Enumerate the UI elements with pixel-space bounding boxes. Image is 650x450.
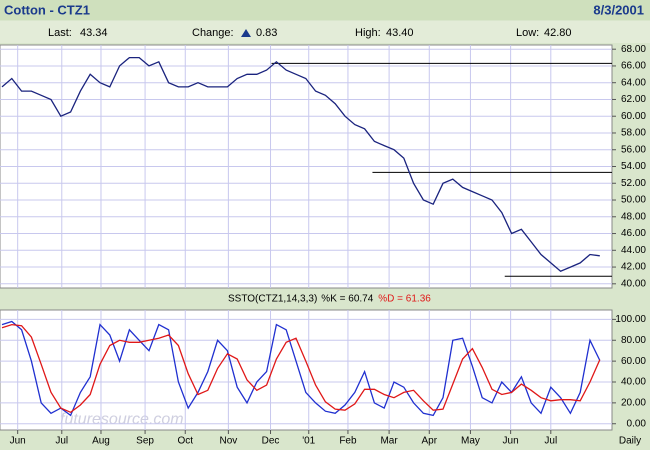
low-value: 42.80 xyxy=(544,27,572,39)
y-tick-label: 56.00 xyxy=(621,144,646,155)
x-tick-label: Sep xyxy=(136,436,154,447)
title-bar xyxy=(0,0,650,20)
quote-bar xyxy=(0,21,650,43)
data-line xyxy=(1,323,601,414)
stoch-title: SSTO(CTZ1,14,3,3) xyxy=(228,294,317,305)
y-tick-label: 48.00 xyxy=(621,211,646,222)
y-tick-label: 64.00 xyxy=(621,77,646,88)
x-tick-label: Jun xyxy=(503,436,519,447)
date: 8/3/2001 xyxy=(593,2,644,17)
y-tick-label: 40.00 xyxy=(621,377,646,388)
last-value: 43.34 xyxy=(80,27,108,39)
y-tick-label: 20.00 xyxy=(621,398,646,409)
y-tick-label: 60.00 xyxy=(621,111,646,122)
x-tick-label: Jul xyxy=(544,436,557,447)
stoch-panel xyxy=(0,309,613,431)
x-tick-label: Mar xyxy=(380,436,398,447)
up-arrow xyxy=(241,29,251,37)
high-value: 43.40 xyxy=(386,27,414,39)
y-tick-label: 66.00 xyxy=(621,61,646,72)
x-tick-label: Dec xyxy=(262,436,280,447)
x-tick-label: '01 xyxy=(302,436,315,447)
watermark: futuresource.com xyxy=(60,411,184,428)
x-tick-label: May xyxy=(461,436,480,447)
x-tick-label: Feb xyxy=(339,436,357,447)
data-line xyxy=(1,320,601,417)
y-tick-label: 42.00 xyxy=(621,262,646,273)
stoch-bar xyxy=(0,289,650,308)
x-tick-label: Jun xyxy=(10,436,26,447)
x-tick-label: Apr xyxy=(421,436,437,447)
y-tick-label: 62.00 xyxy=(621,94,646,105)
y-tick-label: 52.00 xyxy=(621,178,646,189)
x-tick-label: Nov xyxy=(219,436,237,447)
y-tick-label: 58.00 xyxy=(621,128,646,139)
y-tick-label: 100.00 xyxy=(615,314,646,325)
x-tick-label: Oct xyxy=(177,436,193,447)
change-value: 0.83 xyxy=(256,27,277,39)
title: Cotton - CTZ1 xyxy=(4,2,90,17)
x-note: Daily xyxy=(619,436,641,447)
y-tick-label: 68.00 xyxy=(621,44,646,55)
x-tick-label: Aug xyxy=(92,436,110,447)
low-label: Low: xyxy=(516,27,539,39)
high-label: High: xyxy=(355,27,381,39)
y-tick-label: 54.00 xyxy=(621,161,646,172)
data-line xyxy=(1,56,600,272)
y-tick-label: 50.00 xyxy=(621,195,646,206)
y-tick-label: 40.00 xyxy=(621,278,646,289)
y-tick-label: 46.00 xyxy=(621,228,646,239)
y-tick-label: 60.00 xyxy=(621,356,646,367)
y-tick-label: 44.00 xyxy=(621,245,646,256)
legend-entry: %D = 61.36 xyxy=(378,294,431,305)
y-tick-label: 0.00 xyxy=(627,418,647,429)
change-label: Change: xyxy=(192,27,234,39)
legend-entry: %K = 60.74 xyxy=(321,294,373,305)
y-tick-label: 80.00 xyxy=(621,335,646,346)
last-label: Last: xyxy=(48,27,72,39)
x-tick-label: Jul xyxy=(55,436,68,447)
